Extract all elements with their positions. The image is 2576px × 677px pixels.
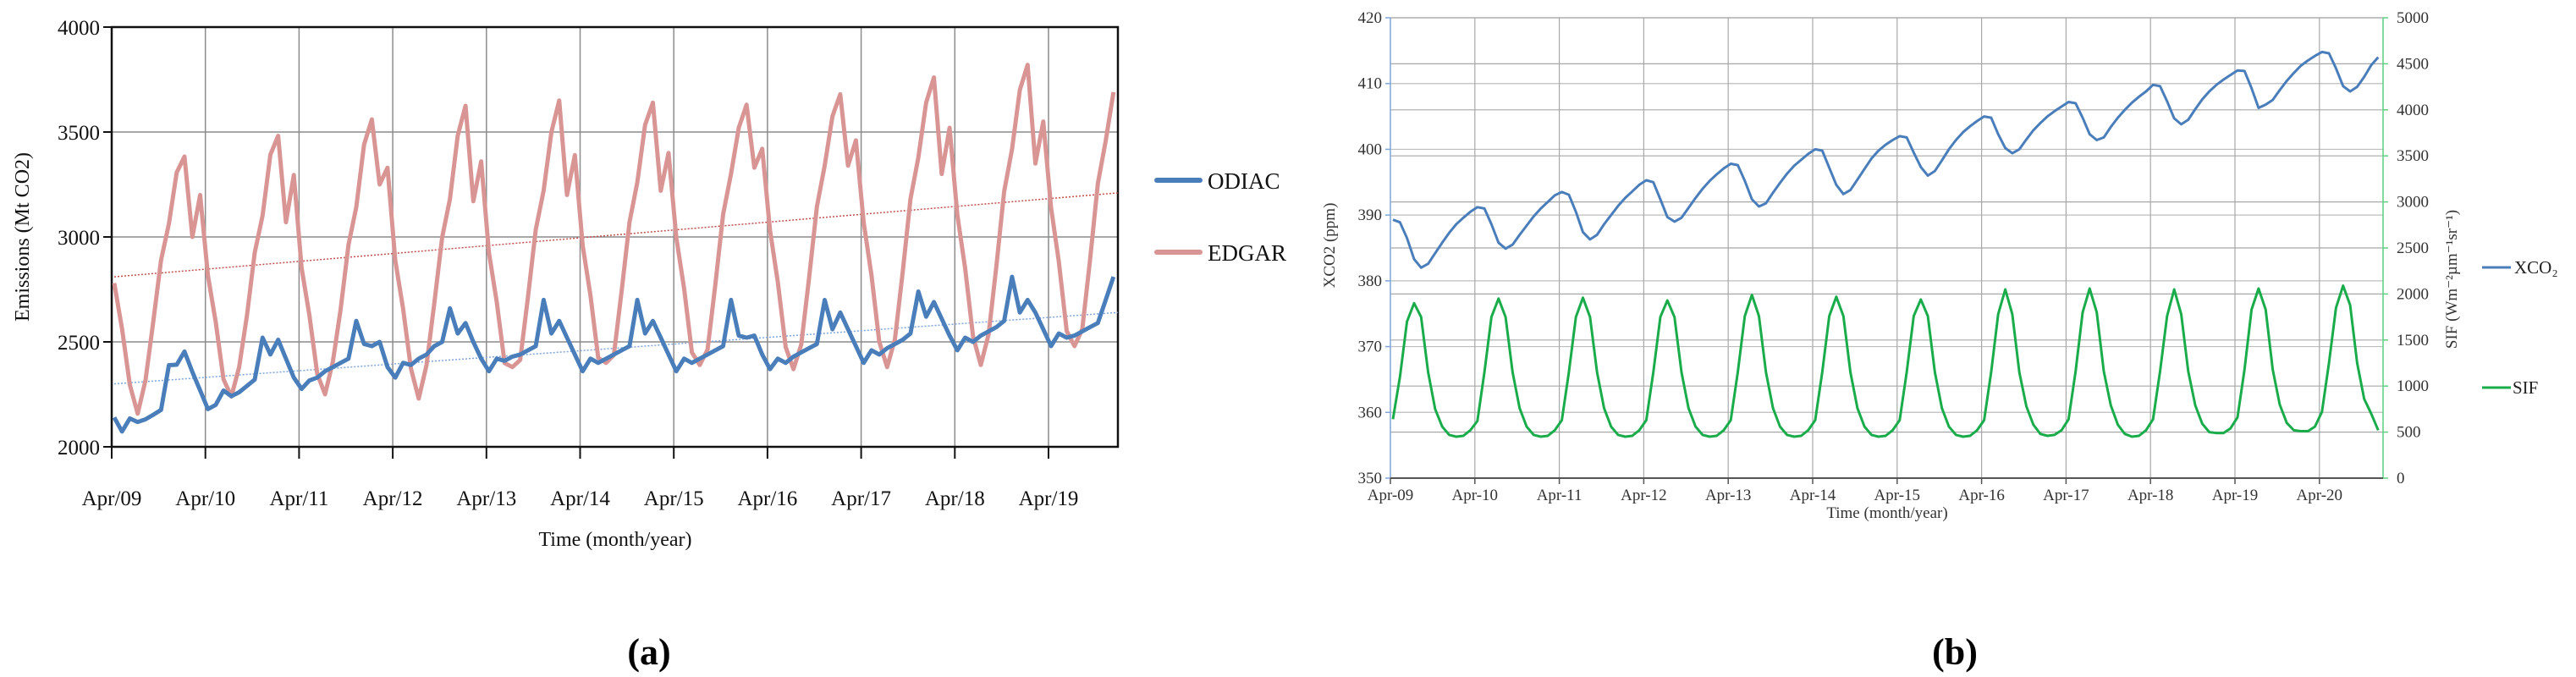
chart-b-left-y-tick-label: 360 [1358,404,1383,421]
chart-b-xco2-sif: 350 360 370 380 390 400 410 420 0 500 1000 1500 200… [1321,9,2558,673]
chart-b-right-y-tick-label: 1500 [2397,332,2429,350]
panel-label-a: (a) [627,631,670,673]
chart-a-x-tick-label: Apr/12 [363,487,423,510]
chart-b-x-tick-label: Apr-17 [2043,487,2089,504]
chart-a-series-lines [112,63,1116,434]
chart-a-y-axis-title: Emissions (Mt CO2) [12,152,34,322]
chart-b-x-tick-label: Apr-19 [2212,487,2259,504]
chart-a-x-tick-label: Apr/17 [831,487,891,510]
legend-label-xco2: XCO₂ [2514,257,2558,278]
chart-b-right-y-tick-label: 4000 [2397,102,2429,119]
chart-b-x-tick-label: Apr-13 [1705,487,1752,504]
chart-b-left-y-tick-label: 350 [1358,470,1383,487]
chart-b-right-y-tick-label: 500 [2397,424,2421,442]
chart-a-x-tick-label: Apr/13 [456,487,516,510]
chart-b-left-y-tick-label: 380 [1358,272,1383,290]
chart-b-x-axis-title: Time (month/year) [1826,504,1947,522]
chart-b-left-y-tick-label: 370 [1358,338,1383,356]
chart-a-x-tick-label: Apr/19 [1019,487,1079,510]
chart-b-series-lines [1391,50,2380,438]
chart-a-x-axis-title: Time (month/year) [538,529,691,551]
chart-b-legend: XCO₂ SIF [2482,257,2558,398]
chart-b-x-tick-label: Apr-18 [2127,487,2174,504]
chart-a-y-axis: 2000 2500 3000 3500 4000 [58,17,112,460]
chart-b-left-y-tick-label: 420 [1358,9,1383,27]
chart-a-y-tick-label: 3500 [58,122,100,145]
legend-item-odiac: ODIAC [1154,168,1280,194]
chart-a-x-tick-label: Apr/11 [269,487,328,510]
chart-a-y-tick-label: 2500 [58,332,100,355]
chart-a-x-tick-label: Apr/16 [737,487,797,510]
chart-b-right-y-tick-label: 5000 [2397,9,2429,27]
chart-b-right-y-tick-label: 3000 [2397,194,2429,212]
chart-b-right-y-axis: 0 500 1000 1500 2000 2500 3000 3500 4000 4500 5000 [2383,9,2429,487]
chart-a-x-tick-label: Apr/14 [550,487,610,510]
chart-a-legend: ODIAC EDGAR [1154,168,1286,266]
chart-a-x-axis: Apr/09 Apr/10 Apr/11 Apr/12 Apr/13 Apr/14 Apr/… [82,447,1079,510]
chart-b-x-tick-label: Apr-11 [1537,487,1582,504]
chart-b-right-y-tick-label: 4500 [2397,55,2429,73]
legend-item-edgar: EDGAR [1154,240,1286,266]
chart-b-x-tick-label: Apr-12 [1621,487,1667,504]
chart-b-right-y-axis-title: SIF (Wm⁻²µm⁻¹sr⁻¹) [2443,210,2461,349]
chart-a-y-tick-label: 2000 [58,437,100,460]
chart-b-right-y-tick-label: 1000 [2397,377,2429,395]
chart-a-y-tick-label: 4000 [58,17,100,40]
chart-b-right-y-tick-label: 0 [2397,470,2405,487]
panel-label-b: (b) [1932,631,1978,673]
chart-a-y-tick-label: 3000 [58,227,100,250]
series-line-sif [1391,284,2380,438]
chart-b-x-tick-label: Apr-16 [1958,487,2005,504]
chart-b-x-tick-label: Apr-10 [1452,487,1499,504]
chart-b-right-y-tick-label: 2500 [2397,239,2429,257]
legend-item-xco2: XCO₂ [2482,257,2558,278]
chart-b-x-axis: Apr-09 Apr-10 Apr-11 Apr-12 Apr-13 Apr-14 Apr-… [1368,478,2342,504]
legend-label-odiac: ODIAC [1208,168,1280,194]
chart-a-x-tick-label: Apr/09 [82,487,142,510]
chart-b-x-tick-label: Apr-15 [1874,487,1921,504]
chart-b-left-y-tick-label: 390 [1358,206,1383,224]
chart-a-x-tick-label: Apr/10 [175,487,235,510]
chart-a-x-tick-label: Apr/18 [925,487,985,510]
chart-b-x-tick-label: Apr-09 [1368,487,1414,504]
chart-b-x-tick-label: Apr-20 [2297,487,2343,504]
legend-label-sif: SIF [2513,377,2538,398]
chart-b-left-y-tick-label: 410 [1358,75,1383,93]
chart-b-left-y-axis-title: XCO2 (ppm) [1321,203,1339,289]
chart-b-right-y-tick-label: 3500 [2397,147,2429,165]
chart-b-right-y-tick-label: 2000 [2397,285,2429,303]
chart-b-x-tick-label: Apr-14 [1790,487,1836,504]
chart-b-left-y-axis: 350 360 370 380 390 400 410 420 [1358,9,1390,487]
series-line-xco2 [1392,50,2380,269]
series-line-odiac [112,274,1116,434]
chart-b-left-y-tick-label: 400 [1358,140,1383,158]
chart-a-x-tick-label: Apr/15 [644,487,704,510]
legend-label-edgar: EDGAR [1208,240,1286,266]
legend-item-sif: SIF [2482,377,2538,398]
